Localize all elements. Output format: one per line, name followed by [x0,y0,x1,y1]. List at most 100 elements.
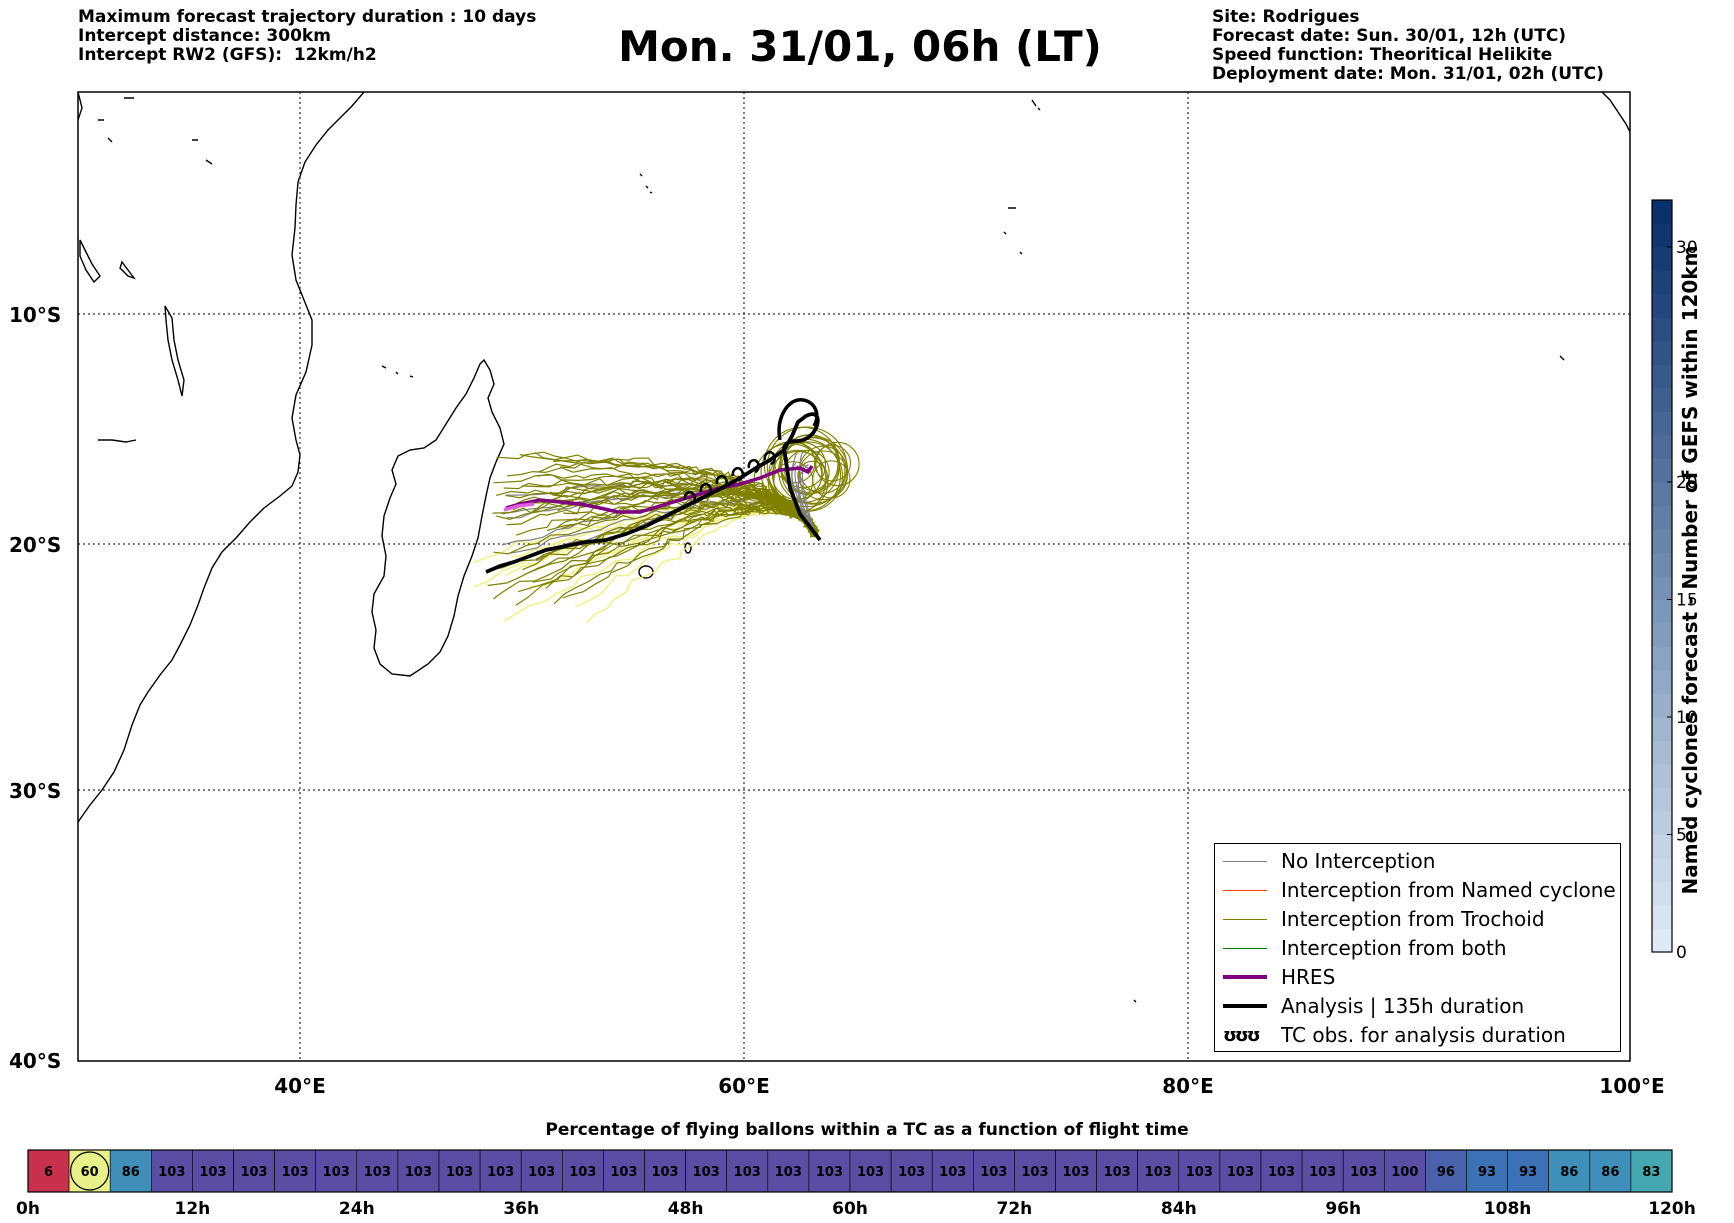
strip-cell-value: 103 [1062,1165,1089,1180]
legend-label: Interception from Named cyclone [1281,878,1616,902]
strip-cell-value: 103 [487,1165,514,1180]
deployment-date-text: Deployment date: Mon. 31/01, 02h (UTC) [1212,64,1604,84]
strip-cell [1548,1149,1591,1193]
max-duration-text: Maximum forecast trajectory duration : 1… [78,7,537,27]
tc-obs-marker [747,458,761,474]
strip-cell-value: 103 [1309,1165,1336,1180]
amsterdam-island [1133,999,1137,1003]
legend-item-analysis: Analysis | 135h duration [1223,993,1524,1019]
strip-cell [685,1149,727,1193]
colorbar-segment [1652,811,1672,835]
strip-cell-value: 103 [857,1165,884,1180]
analysis-loop [777,398,819,441]
strip-title: Percentage of flying ballons within a TC… [545,1120,1189,1140]
analysis-track [485,412,822,574]
strip-cell [479,1149,522,1193]
strip-time-label: 108h [1484,1199,1532,1219]
sumatra-coast [1601,91,1631,133]
trochoid-loop [797,460,828,491]
tc-obs-marker [731,466,745,482]
maldives-islands [1031,99,1041,111]
trochoid-trajectory [515,505,817,606]
map-frame [77,91,1631,1062]
colorbar-tick-label: 30 [1676,238,1698,258]
strip-cell-value: 103 [734,1165,761,1180]
lake-victoria [79,239,101,284]
colorbar-segment [1652,717,1672,741]
legend-item-named-cyclone: Interception from Named cyclone [1223,877,1616,903]
colorbar-segment [1652,341,1672,365]
lat-label-20s: 20°S [9,533,61,557]
trochoid-loop [815,441,860,487]
lat-label-10s: 10°S [9,303,61,327]
tc-obs-marker [715,474,729,490]
legend-swatch [1223,889,1267,891]
colorbar-segment [1652,364,1672,389]
mauritius-island [684,542,692,554]
strip-cell [397,1149,440,1193]
colorbar-segment [1652,905,1672,929]
strip-cell-value: 103 [1350,1165,1377,1180]
strip-cell-value: 103 [405,1165,432,1180]
legend-label: Analysis | 135h duration [1281,994,1525,1018]
strip-cell [1342,1149,1385,1193]
strip-cell-value: 103 [240,1165,267,1180]
colorbar-segment [1652,529,1672,553]
strip-cell [1014,1149,1056,1193]
strip-cell-value: 103 [816,1165,843,1180]
map-legend: No Interception Interception from Named … [1214,843,1621,1052]
strip-cell [27,1149,70,1193]
colorbar-title: Named cyclones forecast - Number of GEFS… [1678,245,1702,895]
strip-cell-value: 103 [651,1165,678,1180]
legend-label: No Interception [1281,849,1436,873]
lat-label-30s: 30°S [9,779,61,803]
colorbar-segment [1652,834,1672,859]
strip-cell [808,1149,851,1193]
lon-label-40e: 40°E [274,1074,326,1098]
strip-cell-value: 96 [1437,1165,1455,1180]
site-text: Site: Rodrigues [1212,7,1360,27]
colorbar-segment [1652,482,1672,506]
strip-cell-value: 86 [1601,1165,1619,1180]
colorbar-segment [1652,200,1672,224]
strip-time-label: 48h [668,1199,704,1219]
colorbar-segment [1652,881,1672,906]
africa-coast [77,91,365,823]
strip-cell-value: 93 [1478,1165,1496,1180]
strip-cell-value: 103 [693,1165,720,1180]
seychelles-islands [639,173,653,194]
strip-cell-value: 60 [81,1165,99,1180]
strip-cell-value: 103 [199,1165,226,1180]
arabian-coast [98,97,213,165]
header-left-info: Maximum forecast trajectory duration : 1… [78,8,536,65]
strip-cell-value: 103 [1186,1165,1213,1180]
flight-time-strip: 6 60 86 103 103 103 103 103 103 103 103 103 103 103 10… [16,1149,1696,1219]
legend-item-trochoid: Interception from Trochoid [1223,906,1545,932]
lat-label-40s: 40°S [9,1049,61,1073]
cocos-island [1559,355,1565,361]
colorbar-tick-label: 20 [1676,473,1698,493]
strip-cell-value: 103 [282,1165,309,1180]
legend-swatch [1223,1004,1267,1008]
colorbar-segment [1652,646,1672,671]
page-title: Mon. 31/01, 06h (LT) [618,22,1102,71]
tc-obs-marker [699,482,713,498]
strip-cell-value: 103 [1227,1165,1254,1180]
forecast-date-text: Forecast date: Sun. 30/01, 12h (UTC) [1212,26,1567,46]
strip-time-label: 96h [1325,1199,1361,1219]
coastlines [77,91,1631,1003]
strip-cell-value: 103 [939,1165,966,1180]
strip-cell [1589,1149,1632,1193]
colorbar-segment [1652,670,1672,694]
strip-time-label: 0h [16,1199,40,1219]
lon-label-100e: 100°E [1599,1074,1664,1098]
colorbar-segment [1652,317,1672,342]
lake-malawi [119,260,136,280]
strip-time-label: 24h [339,1199,375,1219]
colorbar-segment [1652,435,1672,459]
legend-swatch [1223,918,1267,920]
strip-cell [151,1149,193,1193]
colorbar: 0 5 10 15 20 30 [1651,199,1698,963]
strip-cell [726,1149,769,1193]
strip-cell [1301,1149,1344,1193]
